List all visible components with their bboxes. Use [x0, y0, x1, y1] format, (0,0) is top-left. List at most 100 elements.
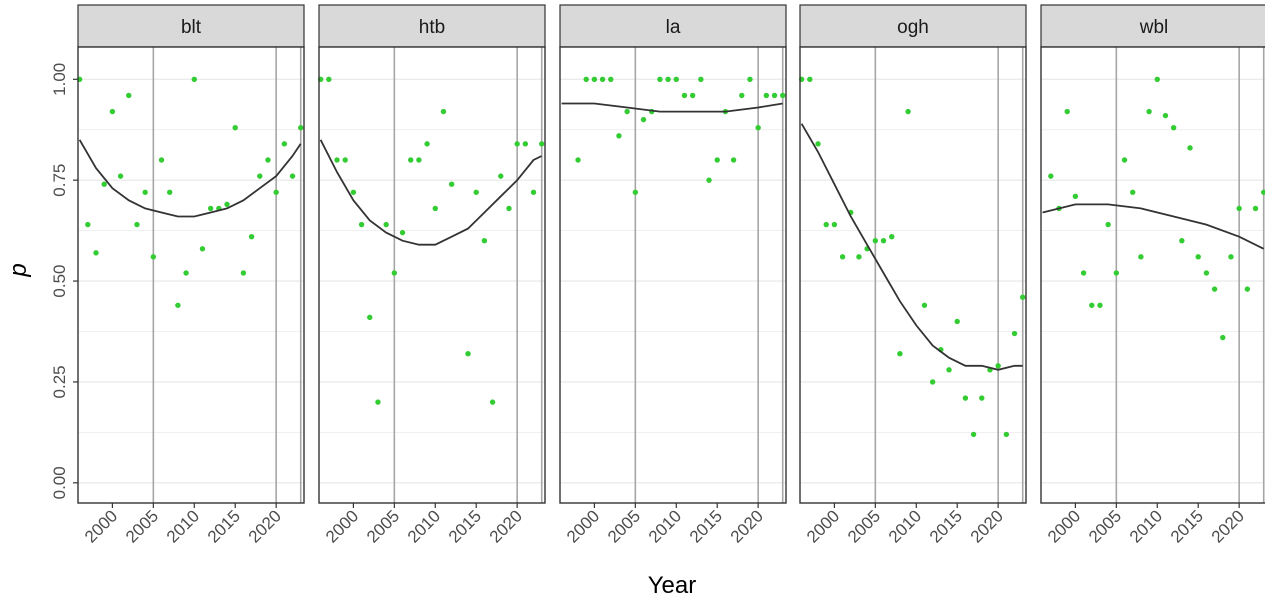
x-tick-label: 2020 [727, 506, 767, 546]
data-point [657, 76, 663, 82]
data-point [1261, 189, 1265, 195]
data-point [681, 92, 688, 99]
panel-background [800, 47, 1026, 503]
data-point [1179, 237, 1185, 244]
facet-panel-htb: htb 2000 2005 2010 2015 2020 [317, 4, 546, 547]
data-point [954, 318, 960, 325]
facet-panel-blt: blt 2000 2005 2010 2015 2020 [76, 4, 305, 547]
data-point [142, 189, 148, 195]
data-point [432, 205, 438, 212]
data-point [706, 177, 712, 183]
y-axis-title: p [5, 263, 32, 277]
data-point [839, 254, 846, 260]
data-point [872, 237, 879, 244]
facet-strip-label: htb [419, 17, 445, 38]
panel-border [77, 46, 305, 504]
facet-panel-ogh: ogh 2000 2005 2010 2015 2020 [798, 4, 1027, 547]
data-point [1138, 254, 1144, 260]
panel-background [78, 47, 304, 503]
data-point [815, 141, 821, 147]
data-point [730, 157, 737, 163]
data-point [391, 270, 398, 276]
data-point [698, 76, 704, 82]
data-point [591, 76, 598, 82]
data-point [224, 201, 230, 208]
data-point [489, 399, 496, 405]
x-tick-label: 2015 [445, 506, 485, 546]
data-point [199, 246, 206, 252]
data-point [93, 250, 99, 256]
data-point [150, 254, 157, 260]
data-point [823, 221, 829, 228]
data-point [191, 76, 197, 82]
data-point [273, 189, 279, 195]
facet-panel-wbl: wbl 2000 2005 2010 2015 2020 [1040, 4, 1265, 547]
x-tick-label: 2000 [322, 506, 362, 546]
data-point [167, 189, 173, 195]
data-point [183, 270, 189, 276]
smooth-curve [561, 102, 783, 113]
data-point [1080, 270, 1087, 276]
facet-strip-label: blt [181, 17, 202, 38]
y-tick-label: 0.25 [50, 365, 69, 398]
x-tick-label: 2005 [604, 506, 644, 546]
data-point [326, 76, 332, 82]
data-point [265, 157, 271, 163]
data-point [175, 302, 181, 308]
data-point [673, 76, 679, 82]
data-point [1121, 157, 1128, 163]
data-point [714, 157, 720, 163]
data-point [473, 189, 479, 195]
data-point [134, 221, 140, 228]
x-tick-label: 2005 [844, 506, 884, 546]
facet-strip [559, 4, 787, 48]
data-point [905, 108, 911, 115]
facet-strip [799, 4, 1027, 48]
data-point [624, 108, 630, 115]
facet-panel-la: la 2000 2005 2010 2015 2020 [559, 4, 787, 547]
data-point [440, 108, 447, 115]
panel-border [799, 46, 1027, 504]
data-point [1048, 173, 1054, 179]
data-point [1011, 330, 1018, 337]
data-point [1170, 125, 1177, 131]
data-point [1130, 189, 1136, 195]
data-point [85, 221, 91, 228]
data-point [640, 116, 647, 123]
data-point [109, 108, 116, 115]
panel-border [318, 46, 546, 504]
data-point [1089, 302, 1095, 308]
data-point [207, 205, 214, 212]
smooth-curve [1042, 203, 1265, 250]
data-point [771, 92, 778, 99]
data-point [1072, 193, 1079, 200]
x-tick-label: 2020 [967, 506, 1007, 546]
x-tick-label: 2020 [245, 506, 285, 546]
data-point [481, 237, 488, 244]
data-point [1228, 254, 1234, 260]
data-point [281, 141, 288, 147]
data-point [946, 367, 952, 373]
data-point [856, 254, 862, 260]
panel-border [559, 46, 787, 504]
data-point [1146, 108, 1152, 115]
data-point [1244, 286, 1251, 292]
data-point [831, 221, 838, 228]
panel-background [560, 47, 786, 503]
x-tick-label: 2015 [1167, 506, 1207, 546]
data-point [514, 141, 520, 147]
data-point [448, 181, 455, 187]
data-point [367, 314, 373, 321]
data-point [1064, 108, 1070, 115]
data-point [1211, 286, 1218, 292]
facet-strip-label: la [666, 17, 681, 38]
x-tick-label: 2020 [486, 506, 526, 546]
data-point [358, 221, 365, 228]
data-point [763, 92, 770, 99]
panel-background [1041, 47, 1265, 503]
data-point [1187, 145, 1193, 151]
y-tick-label: 0.00 [50, 466, 69, 499]
data-point [1203, 270, 1210, 276]
